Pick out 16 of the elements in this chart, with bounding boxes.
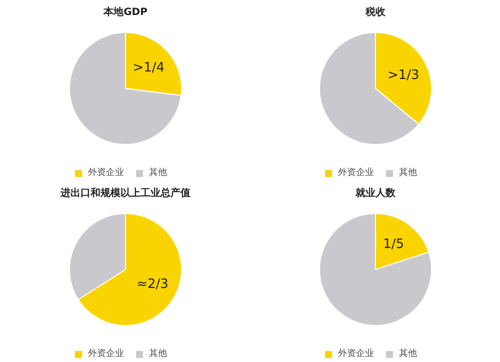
legend-label: 其他: [149, 348, 168, 360]
chart-title: 本地GDP: [102, 6, 148, 18]
legend-label: 其他: [399, 348, 418, 360]
text: >1/4: [132, 60, 165, 76]
legend-label: 其他: [399, 166, 418, 179]
chart-title: 就业人数: [354, 187, 396, 199]
text: >1/3: [387, 68, 420, 83]
legend-label: 外资企业: [338, 348, 374, 360]
chart-title: 税收: [364, 6, 386, 18]
chart-title: 进出口和规模以上工业总产值: [60, 187, 190, 199]
legend-label: 外资企业: [338, 166, 374, 179]
legend-label: 外资企业: [88, 348, 124, 360]
legend-label: 其他: [149, 166, 168, 179]
text: 1/5: [383, 237, 404, 252]
text: ≈2/3: [136, 276, 168, 292]
legend-label: 外资企业: [88, 166, 124, 179]
